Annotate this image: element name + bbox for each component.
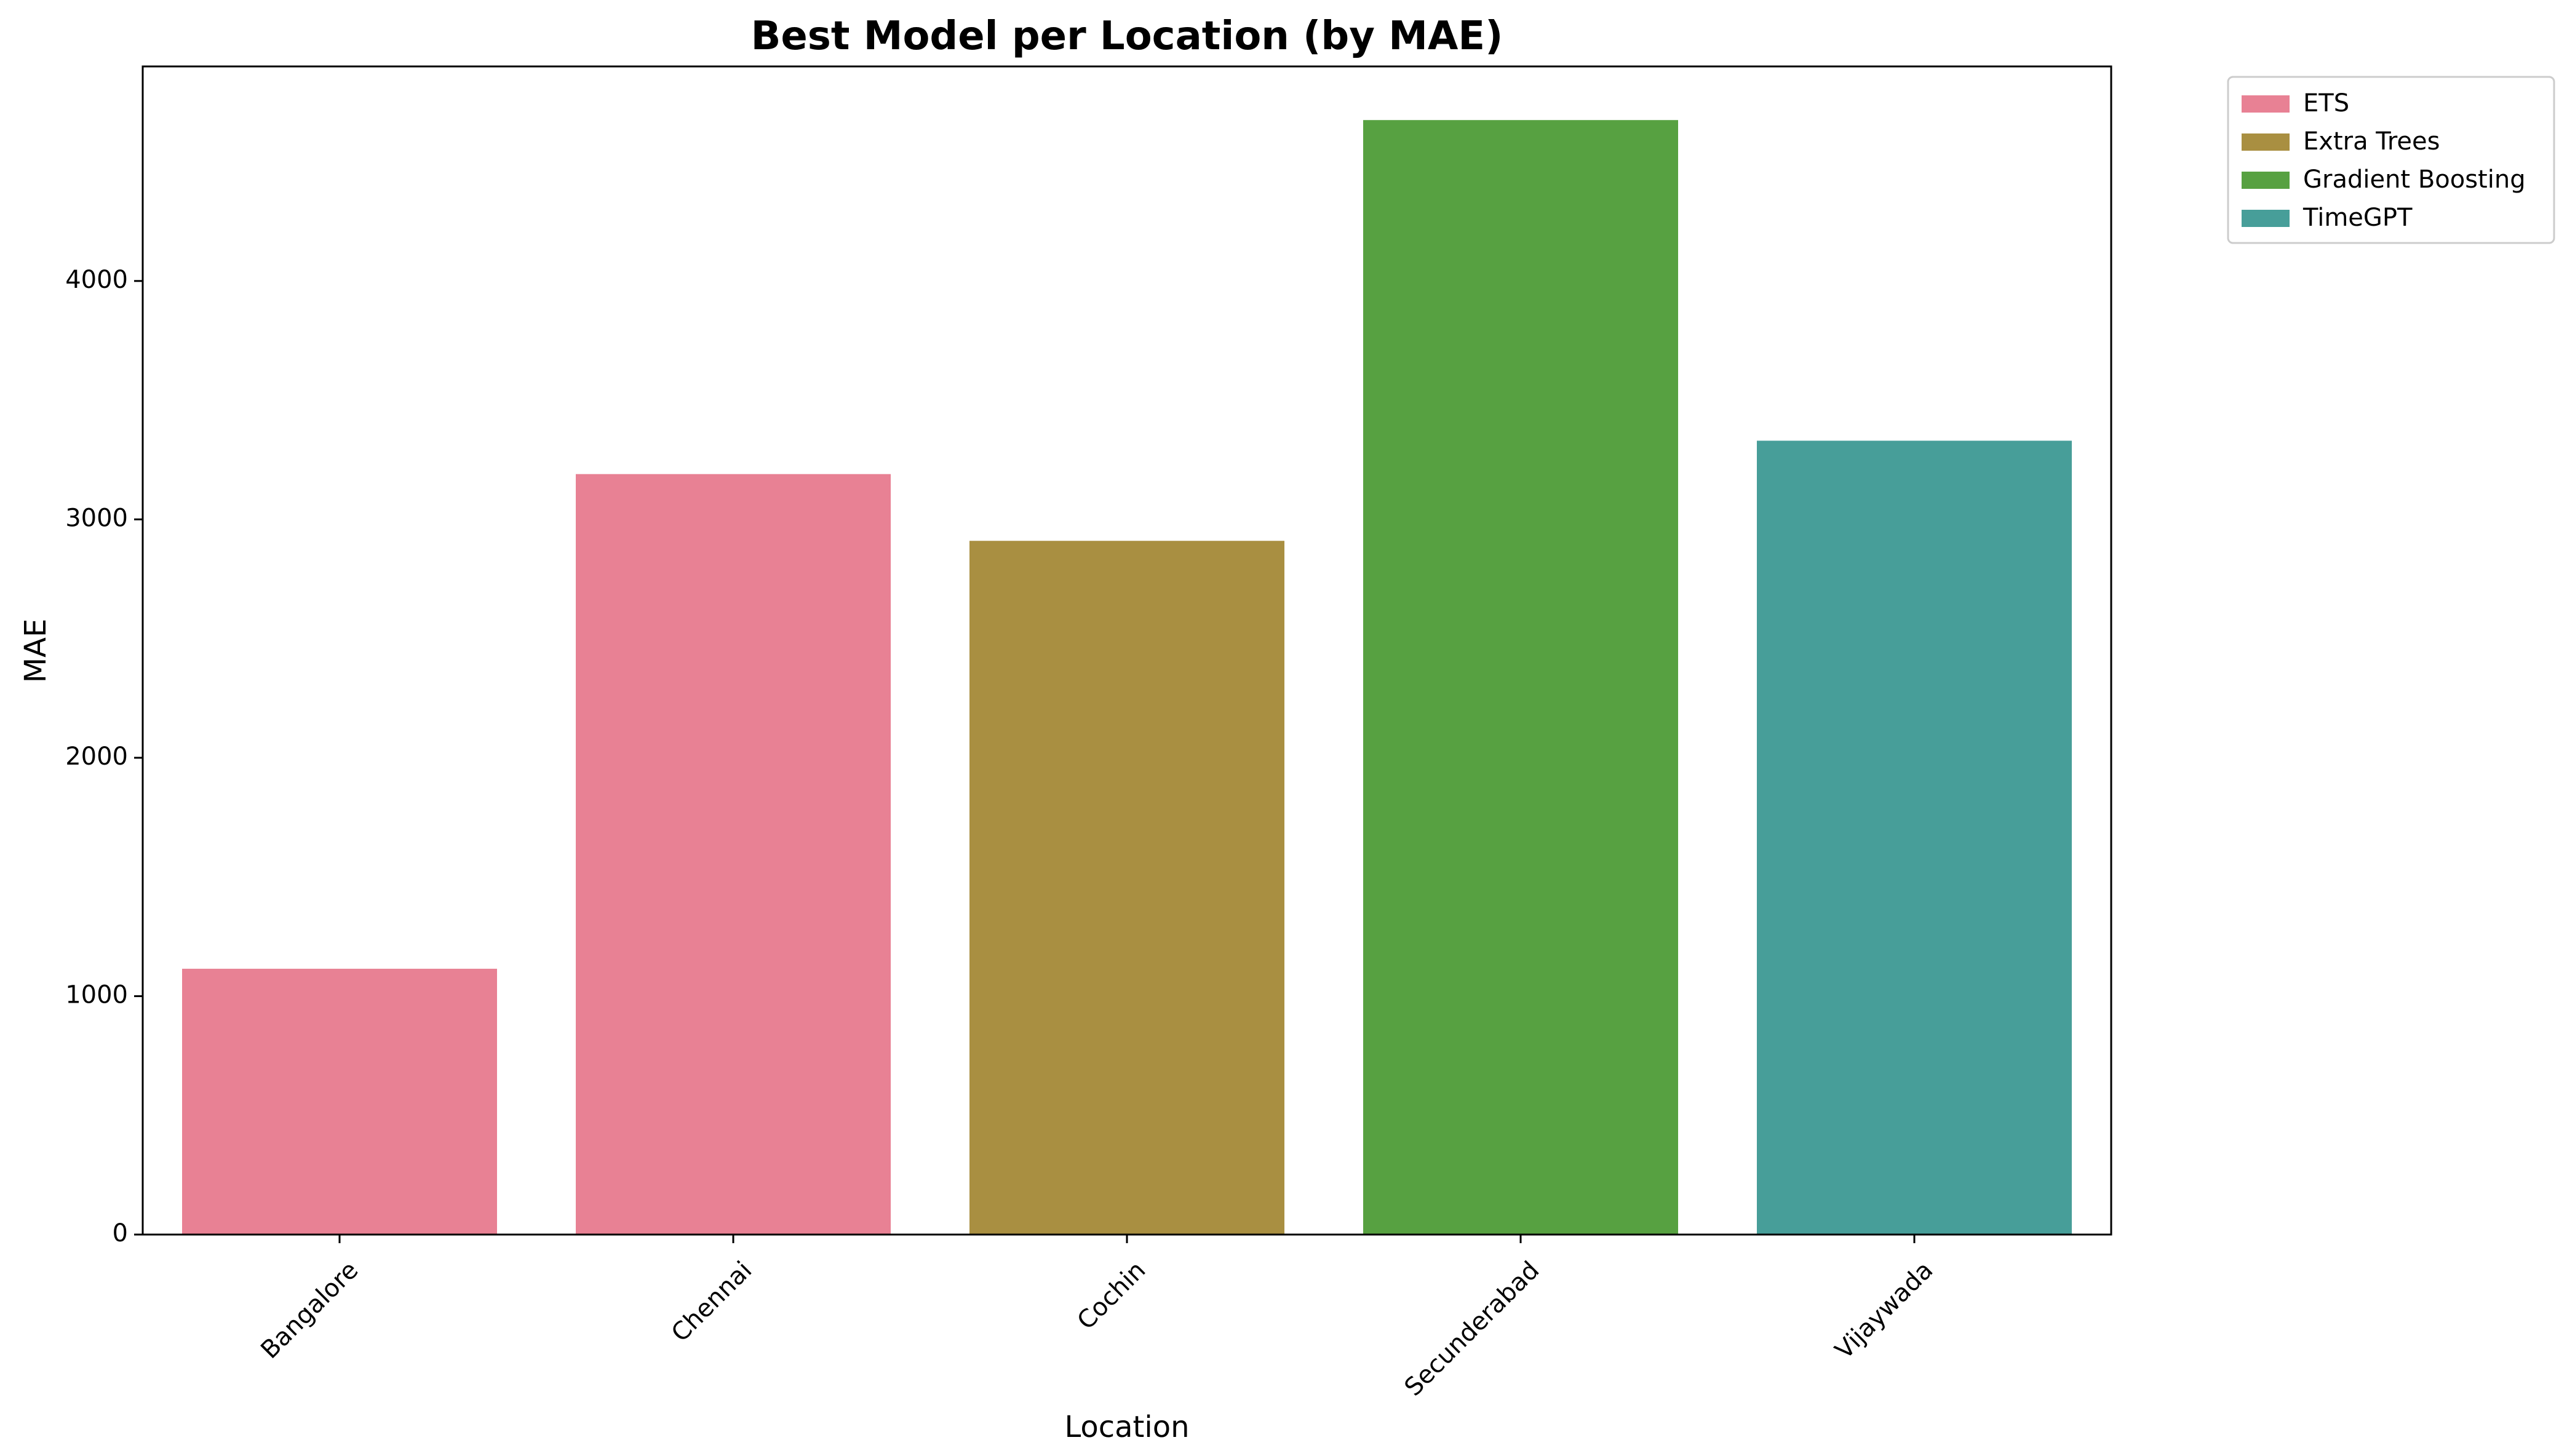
legend-label: Extra Trees bbox=[2303, 127, 2440, 156]
x-axis-label: Location bbox=[1064, 1410, 1189, 1444]
bar-bangalore bbox=[182, 968, 497, 1235]
chart-title: Best Model per Location (by MAE) bbox=[751, 14, 1503, 59]
x-tick-label: Bangalore bbox=[255, 1256, 364, 1364]
legend-swatch bbox=[2242, 210, 2290, 227]
y-axis-label: MAE bbox=[18, 619, 53, 683]
y-tick-label: 3000 bbox=[65, 504, 128, 532]
x-tick-label: Chennai bbox=[666, 1256, 758, 1348]
y-tick-label: 4000 bbox=[65, 266, 128, 294]
y-tick-label: 1000 bbox=[65, 981, 128, 1009]
x-tick-label: Vijaywada bbox=[1830, 1256, 1939, 1365]
bar-secunderabad bbox=[1363, 120, 1678, 1235]
legend-label: TimeGPT bbox=[2302, 204, 2413, 232]
y-tick-label: 2000 bbox=[65, 742, 128, 771]
legend-label: Gradient Boosting bbox=[2303, 165, 2526, 194]
legend-box bbox=[2227, 76, 2555, 244]
bar-chennai bbox=[576, 474, 891, 1235]
legend-label: ETS bbox=[2303, 89, 2349, 117]
x-tick-label: Secunderabad bbox=[1399, 1256, 1545, 1402]
legend-swatch bbox=[2242, 172, 2290, 189]
plot-area: Bangalore Chennai Cochin Secunderabad Vijayw… bbox=[65, 120, 2072, 1402]
bar-vijaywada bbox=[1757, 440, 2072, 1235]
legend: ETS Extra Trees Gradient Boosting TimeGPT bbox=[2227, 76, 2555, 244]
bar-cochin bbox=[969, 541, 1284, 1235]
y-tick-label: 0 bbox=[113, 1219, 128, 1247]
plot-frame bbox=[141, 65, 2112, 1236]
legend-swatch bbox=[2242, 95, 2290, 113]
legend-swatch bbox=[2242, 133, 2290, 151]
x-tick-label: Cochin bbox=[1072, 1256, 1152, 1335]
